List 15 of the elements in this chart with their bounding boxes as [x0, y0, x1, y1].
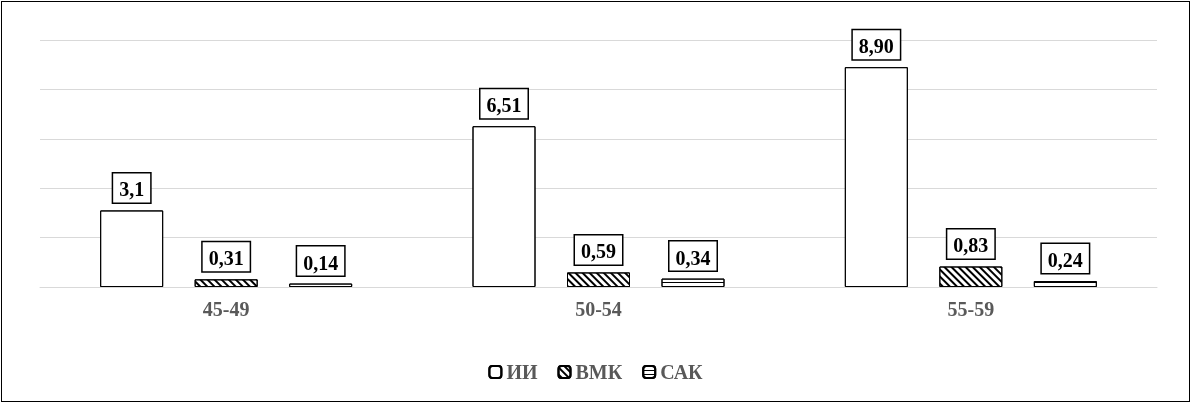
data-label: 0,59 [581, 240, 616, 263]
data-label: 0,34 [675, 246, 711, 269]
data-label: 0,31 [208, 247, 244, 270]
data-label: 3,1 [119, 178, 145, 201]
x-tick-label: 45-49 [202, 298, 250, 320]
data-label: 6,51 [486, 94, 522, 117]
x-tick-label: 50-54 [575, 298, 622, 320]
legend-label: ВМК [575, 361, 623, 383]
data-label: 8,90 [858, 35, 894, 58]
legend-label: САК [660, 361, 704, 383]
data-label: 0,14 [303, 251, 339, 274]
legend-label: ИИ [506, 361, 538, 383]
data-label: 0,24 [1047, 249, 1083, 272]
data-label: 0,83 [953, 234, 989, 257]
x-tick-label: 55-59 [947, 298, 995, 320]
